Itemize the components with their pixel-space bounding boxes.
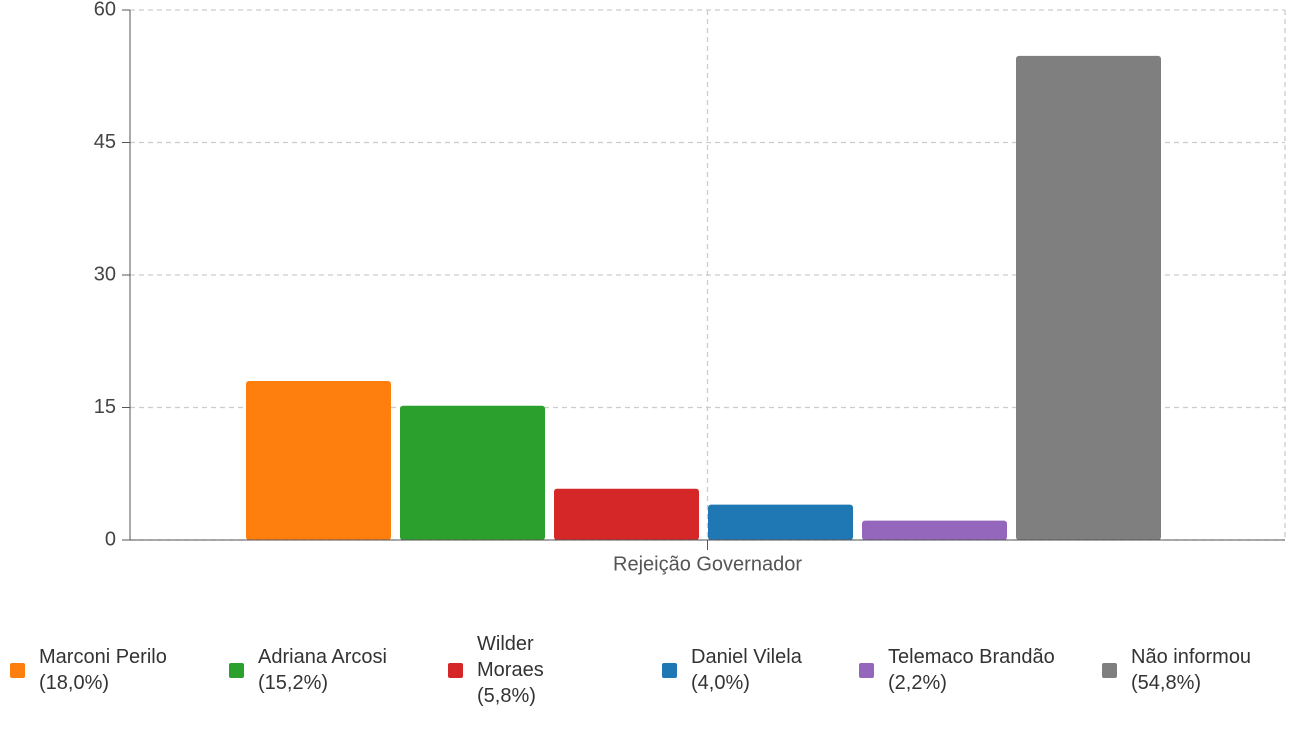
legend-swatch [1102,662,1117,678]
legend-item[interactable]: Wilder Moraes (5,8%) [448,620,568,720]
bar [708,504,853,540]
legend-swatch [229,662,244,678]
legend-item[interactable]: Não informou (54,8%) [1102,620,1292,720]
bar [554,488,699,540]
legend-item[interactable]: Marconi Perilo (18,0%) [10,620,210,720]
x-tick-label: Rejeição Governador [613,553,802,575]
legend-label: Wilder Moraes (5,8%) [477,633,544,707]
y-tick-label: 45 [94,131,116,153]
legend-swatch [859,662,874,678]
y-tick-label: 0 [105,528,116,550]
bar [246,381,391,540]
legend-swatch [662,662,677,678]
y-tick-label: 15 [94,396,116,418]
legend-label: Telemaco Brandão (2,2%) [888,646,1055,694]
y-tick-label: 60 [94,0,116,20]
bar [400,405,545,540]
chart: 0 15 30 45 60 Rejeição Governador [94,0,1286,575]
legend-label: Adriana Arcosi (15,2%) [258,646,387,694]
legend-item[interactable]: Daniel Vilela (4,0%) [662,620,832,720]
legend-label: Marconi Perilo (18,0%) [39,646,167,694]
legend-swatch [448,662,463,678]
legend-item[interactable]: Adriana Arcosi (15,2%) [229,620,429,720]
legend-label: Não informou (54,8%) [1131,646,1252,694]
legend-item[interactable]: Telemaco Brandão (2,2%) [859,620,1059,720]
legend: Marconi Perilo (18,0%) Adriana Arcosi (15… [0,620,1296,720]
bar [862,520,1007,540]
bar [1016,55,1161,540]
legend-label: Daniel Vilela (4,0%) [691,646,802,694]
y-tick-label: 30 [94,263,116,285]
legend-swatch [10,662,25,678]
